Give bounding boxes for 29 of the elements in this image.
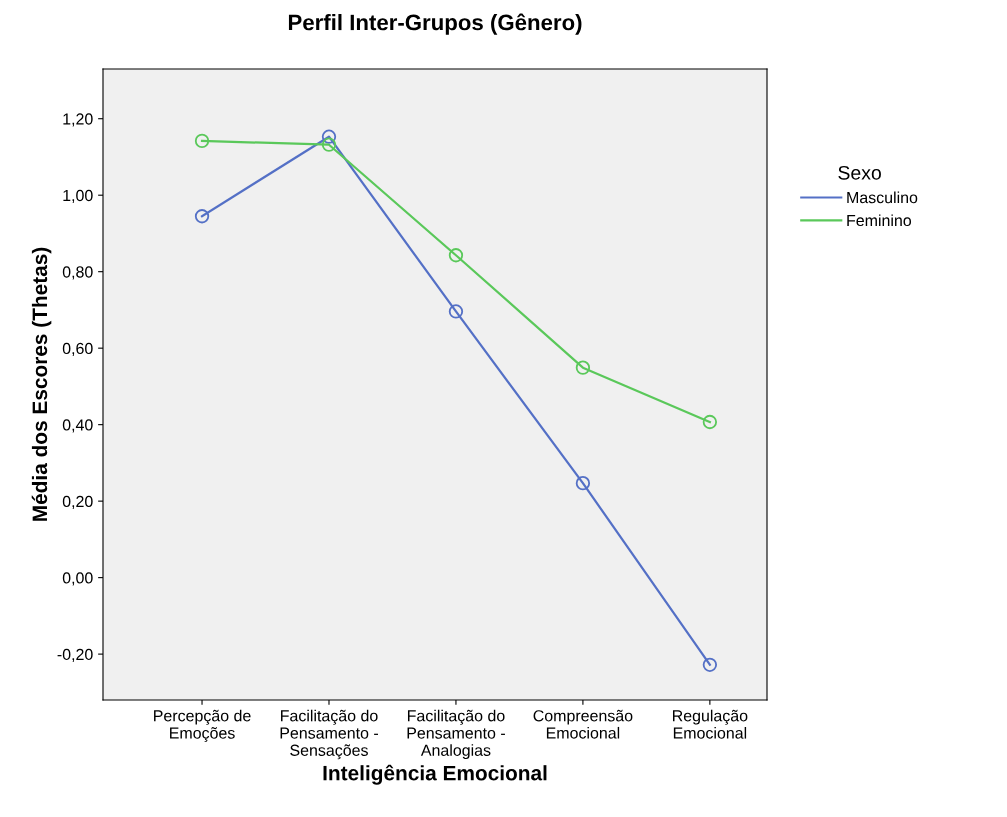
point: [321, 129, 337, 144]
y-tick-label: 1,20: [63, 113, 93, 127]
point: [448, 248, 464, 263]
x-tick-label: Percepção de Emoções: [154, 709, 251, 742]
chart-title: Perfil Inter-Grupos (Gênero): [288, 13, 582, 35]
x-tick-label: Facilitação do Pensamento - Sensações: [280, 709, 378, 760]
y-axis-title: Média dos Escores (Thetas): [31, 247, 52, 521]
legend-label: Masculino: [847, 191, 918, 204]
point: [575, 360, 591, 375]
point: [702, 657, 718, 672]
y-tick-label: 0,00: [62, 572, 93, 586]
point: [702, 414, 718, 430]
legend-title: Sexo: [838, 165, 881, 180]
y-tick-label: -0,20: [57, 648, 93, 662]
x-axis-title: Inteligência Emocional: [323, 764, 547, 785]
point: [448, 304, 464, 319]
legend-label: Feminino: [847, 214, 912, 227]
y-tick-label: 1,00: [63, 189, 93, 204]
y-tick-label: 0,80: [62, 266, 93, 280]
x-tick-label: Compreensão Emocional: [533, 709, 633, 739]
x-tick-label: Facilitação do Pensamento - Analogias: [407, 709, 505, 760]
point: [321, 137, 337, 152]
y-tick-label: 0,40: [62, 419, 93, 433]
y-tick-label: 0,60: [62, 342, 93, 356]
point: [194, 209, 210, 224]
point: [194, 133, 210, 149]
x-tick-label: Regulação Emocional: [673, 709, 748, 739]
point: [575, 476, 591, 491]
y-tick-label: 0,20: [62, 495, 93, 509]
